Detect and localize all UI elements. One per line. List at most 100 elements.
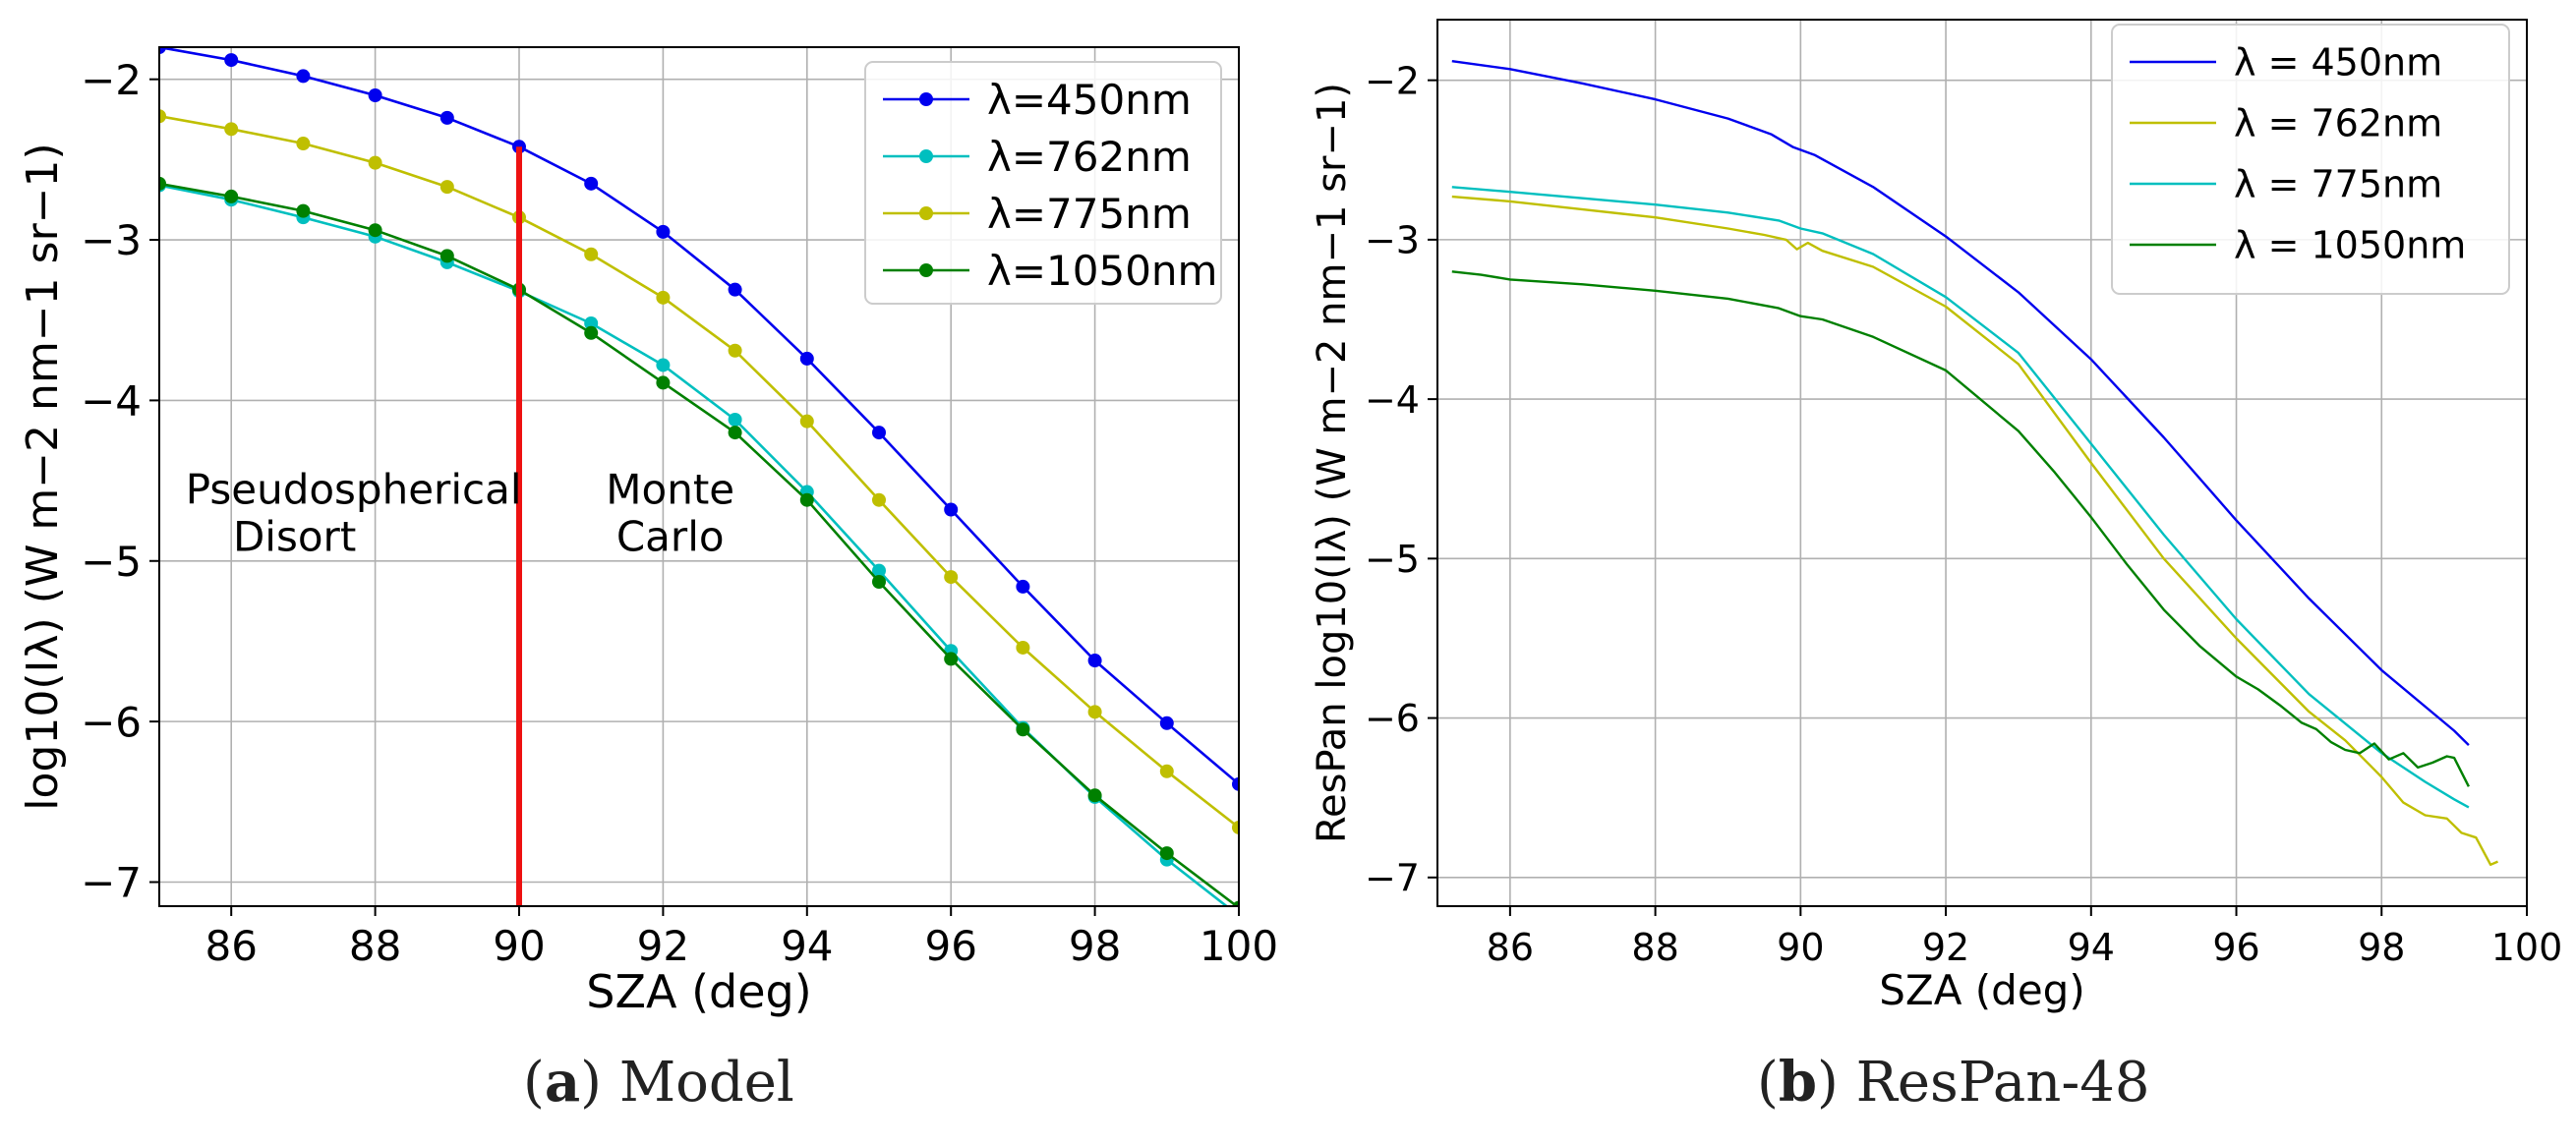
data-point — [224, 122, 239, 137]
data-point — [1016, 640, 1030, 655]
legend: λ = 450nm λ = 762nm λ = 775nm λ = 1050nm — [2111, 24, 2510, 295]
data-point — [944, 570, 959, 585]
data-point — [799, 351, 814, 366]
y-tick-label: −6 — [1365, 697, 1420, 740]
data-point — [296, 137, 311, 151]
data-point — [656, 224, 671, 239]
x-tick-label: 94 — [781, 922, 833, 970]
data-point — [656, 290, 671, 305]
data-point — [1016, 579, 1030, 594]
data-point — [159, 47, 166, 54]
legend-label: λ=775nm — [987, 190, 1192, 238]
x-axis-label: SZA (deg) — [586, 965, 811, 1018]
caption-b: (b) ResPan-48 — [1757, 1050, 2150, 1115]
series-line — [1451, 270, 2470, 787]
x-tick-label: 96 — [924, 922, 976, 970]
legend-label: λ = 762nm — [2234, 102, 2442, 145]
data-point — [439, 249, 454, 263]
y-tick-label: −2 — [1365, 59, 1420, 102]
series-line — [1451, 195, 2498, 866]
x-tick-label: 86 — [205, 922, 257, 970]
data-point — [728, 343, 742, 358]
plot-area — [159, 47, 1239, 906]
data-point — [584, 247, 599, 261]
x-tick-label: 96 — [2212, 926, 2259, 969]
data-point — [872, 426, 886, 440]
data-point — [728, 413, 742, 428]
y-tick-label: −3 — [1365, 219, 1420, 262]
data-point — [944, 502, 959, 517]
y-tick-label: −3 — [81, 216, 142, 264]
y-tick-label: −4 — [1365, 378, 1420, 422]
data-point — [799, 414, 814, 429]
legend-swatch-marker — [919, 92, 933, 106]
legend-swatch-marker — [919, 263, 933, 277]
x-tick-label: 98 — [1069, 922, 1121, 970]
x-tick-label: 88 — [349, 922, 401, 970]
data-point — [1087, 788, 1102, 803]
legend-label: λ = 775nm — [2234, 163, 2442, 206]
annotation-text: Disort — [233, 512, 356, 560]
panel-b: 86 88 90 92 94 96 98 100 −2 −3 −4 −5 −6 −7 SZA (deg) Re… — [1310, 19, 2562, 1014]
x-tick-label: 92 — [1922, 926, 1969, 969]
data-point — [656, 358, 671, 372]
data-point — [1087, 654, 1102, 668]
x-tick-label: 100 — [1200, 922, 1278, 970]
x-tick-label: 90 — [1777, 926, 1824, 969]
legend-label: λ = 1050nm — [2234, 224, 2466, 267]
data-point — [296, 203, 311, 218]
data-point — [728, 426, 742, 440]
data-point — [368, 223, 382, 238]
data-point — [656, 375, 671, 390]
annotation-text: Carlo — [616, 512, 725, 560]
data-point — [799, 492, 814, 507]
data-point — [584, 176, 599, 191]
x-tick-label: 90 — [493, 922, 545, 970]
series-line — [159, 182, 1239, 906]
x-tick-label: 88 — [1631, 926, 1678, 969]
data-point — [439, 180, 454, 195]
panel-a: 86 88 90 92 94 96 98 100 −2 −3 −4 −5 −6 −7 Pseudospher… — [18, 46, 1278, 1018]
data-point — [368, 155, 382, 170]
y-tick-label: −4 — [81, 377, 142, 426]
data-point — [439, 110, 454, 125]
plot-area — [1451, 60, 2498, 866]
data-point — [1159, 764, 1174, 778]
legend-label: λ=450nm — [987, 76, 1192, 124]
y-tick-label: −6 — [81, 698, 142, 746]
legend-box — [864, 61, 1222, 305]
data-point — [296, 69, 311, 84]
y-tick-label: −2 — [81, 56, 142, 104]
caption-a: (a) Model — [523, 1050, 794, 1115]
legend-label: λ=762nm — [987, 133, 1192, 181]
y-tick-label: −5 — [81, 538, 142, 586]
data-point — [944, 652, 959, 666]
legend-swatch-marker — [919, 206, 933, 220]
x-tick-label: 92 — [637, 922, 689, 970]
legend-swatch-marker — [919, 149, 933, 163]
axes-frame — [158, 46, 1240, 907]
annotation-text: Monte — [606, 465, 734, 513]
y-axis-label: ResPan log10(Iλ) (W m−2 nm−1 sr−1) — [1310, 83, 1355, 843]
y-axis-label: log10(Iλ) (W m−2 nm−1 sr−1) — [18, 143, 68, 810]
y-tick-label: −5 — [1365, 538, 1420, 581]
axes-frame — [1436, 19, 2528, 907]
data-point — [872, 563, 886, 578]
y-tick-label: −7 — [81, 859, 142, 907]
series-line — [159, 47, 1239, 785]
data-point — [1016, 722, 1030, 737]
data-point — [584, 325, 599, 340]
data-point — [159, 109, 166, 124]
data-point — [1232, 900, 1239, 906]
series-line — [159, 114, 1239, 830]
data-point — [1159, 716, 1174, 730]
x-tick-label: 98 — [2358, 926, 2405, 969]
data-point — [1232, 776, 1239, 791]
data-point — [584, 315, 599, 330]
annotation-text: Pseudospherical — [186, 465, 522, 513]
x-tick-label: 86 — [1487, 926, 1534, 969]
data-point — [1087, 705, 1102, 719]
